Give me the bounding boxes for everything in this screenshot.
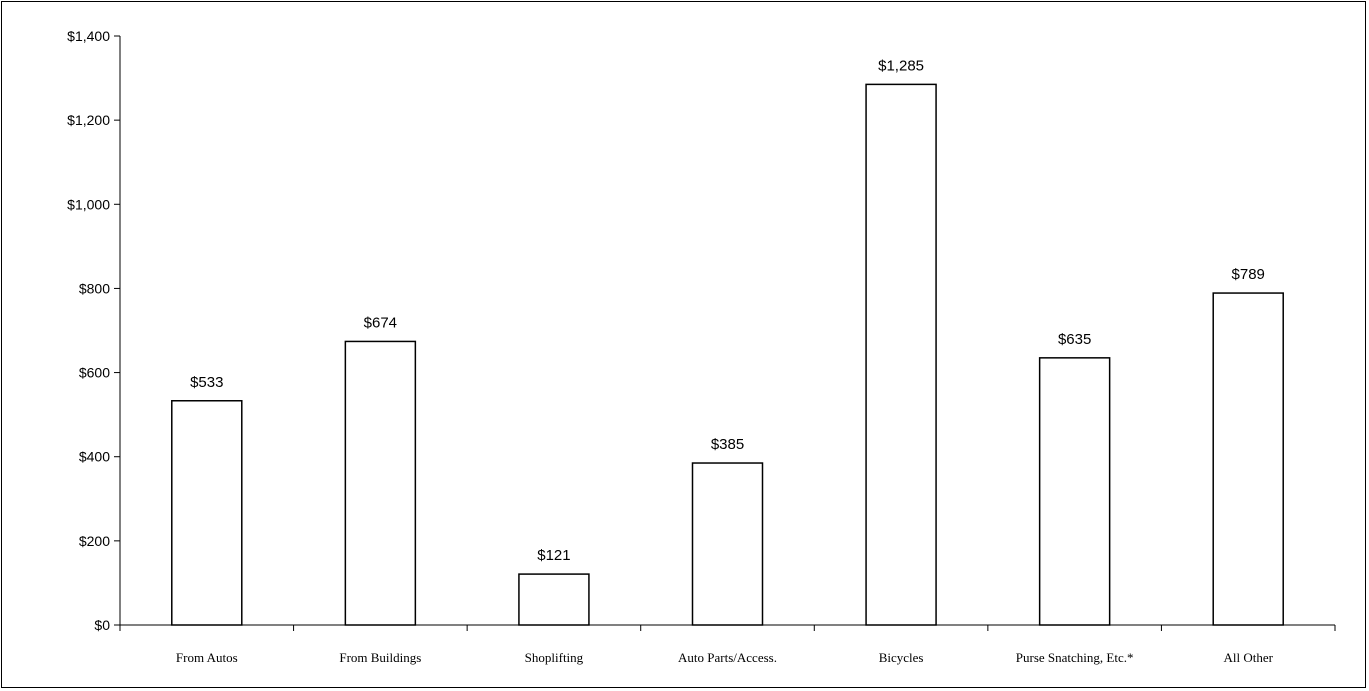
data-label: $385: [711, 436, 744, 453]
bar: [344, 340, 417, 626]
bar: [865, 83, 937, 626]
x-tick-label: Purse Snatching, Etc.*: [1016, 650, 1134, 665]
x-tick-label: All Other: [1223, 650, 1273, 665]
y-tick-label: $200: [79, 533, 110, 549]
data-label: $1,285: [878, 57, 924, 74]
y-tick-label: $0: [94, 617, 110, 633]
bar: [691, 462, 764, 626]
x-tick-label: Bicycles: [879, 650, 924, 665]
y-tick-label: $400: [79, 449, 110, 465]
data-label: $674: [364, 314, 397, 331]
y-tick-label: $600: [79, 365, 110, 381]
bar: [518, 573, 590, 626]
y-tick-label: $1,000: [67, 196, 110, 212]
bar: [1038, 357, 1111, 626]
x-tick-label: Auto Parts/Access.: [678, 650, 777, 665]
x-tick-label: From Autos: [176, 650, 238, 665]
x-tick-label: From Buildings: [339, 650, 421, 665]
data-label: $789: [1232, 266, 1265, 283]
y-tick-label: $1,400: [67, 28, 110, 44]
bar: [1212, 292, 1284, 626]
data-label: $533: [190, 374, 223, 391]
y-tick-label: $800: [79, 280, 110, 296]
data-label: $121: [537, 547, 570, 564]
bar: [171, 400, 243, 626]
data-label: $635: [1058, 331, 1091, 348]
x-tick-label: Shoplifting: [525, 650, 584, 665]
y-tick-label: $1,200: [67, 112, 110, 128]
